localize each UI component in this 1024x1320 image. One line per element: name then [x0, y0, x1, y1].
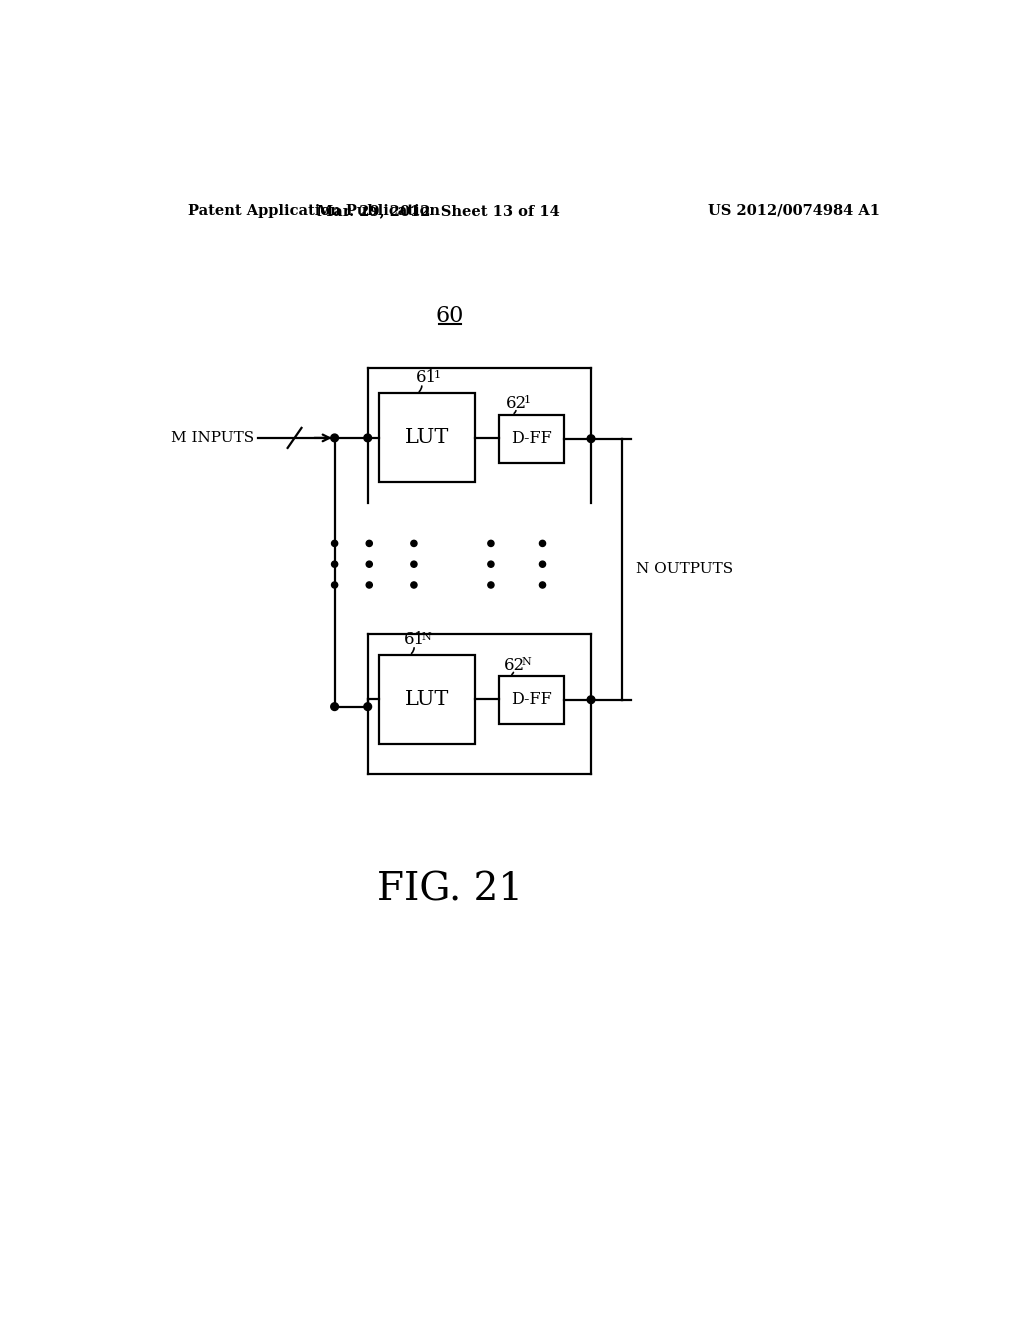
Text: LUT: LUT: [404, 690, 449, 709]
Circle shape: [487, 540, 494, 546]
Text: 1: 1: [524, 395, 531, 405]
Text: 62: 62: [504, 656, 525, 673]
Text: 60: 60: [436, 305, 464, 327]
Text: D-FF: D-FF: [511, 692, 552, 709]
Circle shape: [332, 582, 338, 589]
Bar: [499, 676, 564, 723]
Text: N: N: [521, 657, 531, 667]
Text: 61: 61: [403, 631, 425, 648]
Circle shape: [587, 434, 595, 442]
Circle shape: [332, 540, 338, 546]
Circle shape: [540, 561, 546, 568]
Circle shape: [367, 540, 373, 546]
Circle shape: [411, 582, 417, 589]
Circle shape: [411, 561, 417, 568]
Text: US 2012/0074984 A1: US 2012/0074984 A1: [708, 203, 880, 218]
Circle shape: [364, 434, 372, 442]
Circle shape: [540, 540, 546, 546]
Bar: [499, 414, 564, 462]
Text: D-FF: D-FF: [511, 430, 552, 447]
Text: M INPUTS: M INPUTS: [171, 430, 254, 445]
Circle shape: [364, 702, 372, 710]
Bar: [379, 655, 475, 743]
Text: FIG. 21: FIG. 21: [377, 871, 523, 908]
Circle shape: [367, 582, 373, 589]
Text: N: N: [422, 631, 431, 642]
Circle shape: [411, 540, 417, 546]
Circle shape: [332, 561, 338, 568]
Text: LUT: LUT: [404, 428, 449, 447]
Circle shape: [331, 702, 339, 710]
Text: Patent Application Publication: Patent Application Publication: [188, 203, 440, 218]
Circle shape: [331, 434, 339, 442]
Circle shape: [540, 582, 546, 589]
Circle shape: [487, 582, 494, 589]
Text: 1: 1: [433, 370, 440, 380]
Text: 61: 61: [416, 370, 436, 387]
Bar: [379, 393, 475, 482]
Text: Mar. 29, 2012  Sheet 13 of 14: Mar. 29, 2012 Sheet 13 of 14: [317, 203, 560, 218]
Circle shape: [587, 696, 595, 704]
Text: N OUTPUTS: N OUTPUTS: [636, 562, 733, 577]
Text: 62: 62: [506, 395, 527, 412]
Circle shape: [367, 561, 373, 568]
Circle shape: [487, 561, 494, 568]
